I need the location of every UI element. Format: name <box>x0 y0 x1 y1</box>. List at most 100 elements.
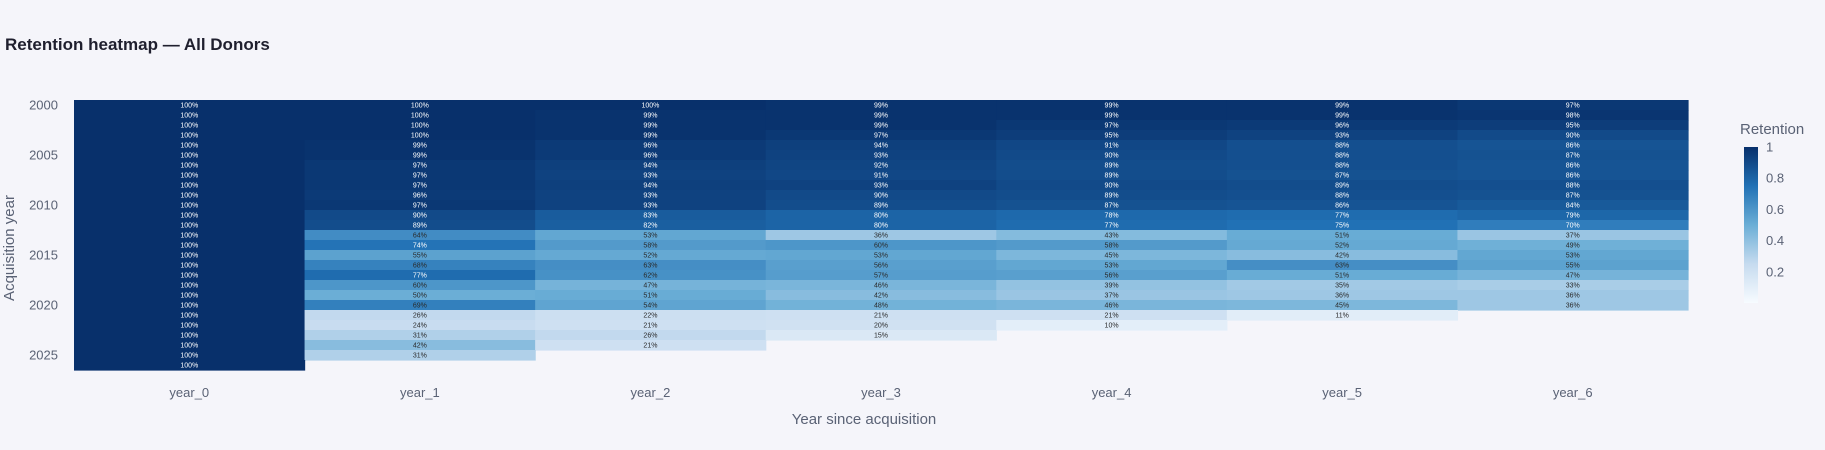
cell-label: 99% <box>643 113 657 120</box>
cell-label: 86% <box>1566 163 1580 170</box>
heatmap-cell <box>996 310 1228 321</box>
cell-label: 89% <box>1105 193 1119 200</box>
heatmap-cell <box>996 300 1228 311</box>
cell-label: 52% <box>1335 243 1349 250</box>
heatmap-cell <box>74 300 306 311</box>
heatmap-cell <box>74 230 306 241</box>
cell-label: 47% <box>643 283 657 290</box>
cell-label: 58% <box>643 243 657 250</box>
cell-label: 89% <box>1105 173 1119 180</box>
cell-label: 15% <box>874 333 888 340</box>
cell-label: 89% <box>413 223 427 230</box>
cell-label: 88% <box>1566 183 1580 190</box>
heatmap-cell <box>535 280 767 291</box>
heatmap-cell <box>535 180 767 191</box>
heatmap-cell <box>304 230 536 241</box>
heatmap-cell <box>1457 240 1689 251</box>
cell-label: 100% <box>411 113 429 120</box>
heatmap-cell <box>1457 120 1689 131</box>
heatmap-cell <box>1226 110 1459 121</box>
heatmap-cell <box>74 190 306 201</box>
x-axis-title: Year since acquisition <box>792 411 937 428</box>
heatmap-cell <box>1457 230 1689 241</box>
heatmap-cell <box>74 140 306 151</box>
heatmap-cell <box>765 250 997 261</box>
cell-label: 49% <box>1566 243 1580 250</box>
heatmap-cell <box>535 250 767 261</box>
heatmap-cell <box>765 320 997 331</box>
heatmap-cell <box>304 150 536 161</box>
heatmap-cell <box>1457 160 1689 171</box>
heatmap-cell <box>535 110 767 121</box>
cell-label: 96% <box>413 193 427 200</box>
heatmap-cell <box>1226 220 1459 231</box>
colorbar-tick-label: 0.4 <box>1766 233 1784 248</box>
cell-label: 69% <box>413 303 427 310</box>
cell-label: 46% <box>874 283 888 290</box>
cell-label: 62% <box>643 273 657 280</box>
heatmap-cell <box>1457 220 1689 231</box>
cell-label: 74% <box>413 243 427 250</box>
heatmap-cell <box>996 100 1228 111</box>
cell-label: 42% <box>1335 253 1349 260</box>
heatmap-cell <box>74 220 306 231</box>
cell-label: 97% <box>413 203 427 210</box>
heatmap-cell <box>74 200 306 211</box>
cell-label: 90% <box>1566 133 1580 140</box>
heatmap-cell <box>535 340 767 351</box>
heatmap-cell <box>1226 200 1459 211</box>
heatmap-cell <box>1226 160 1459 171</box>
heatmap-cell <box>996 250 1228 261</box>
cell-label: 96% <box>1335 123 1349 130</box>
cell-label: 89% <box>1335 183 1349 190</box>
cell-label: 99% <box>1105 103 1119 110</box>
cell-label: 99% <box>1335 103 1349 110</box>
cell-label: 87% <box>1566 153 1580 160</box>
cell-label: 56% <box>874 263 888 270</box>
heatmap-cell <box>304 250 536 261</box>
cell-label: 46% <box>1105 303 1119 310</box>
heatmap-cell <box>1226 180 1459 191</box>
cell-label: 100% <box>180 323 198 330</box>
heatmap-cell <box>304 240 536 251</box>
heatmap-cell <box>304 280 536 291</box>
cell-label: 70% <box>1566 223 1580 230</box>
heatmap-cell <box>535 290 767 301</box>
cell-label: 87% <box>1105 203 1119 210</box>
cell-label: 78% <box>1105 213 1119 220</box>
heatmap-cell <box>304 110 536 121</box>
heatmap-cell <box>1457 180 1689 191</box>
heatmap-cell <box>765 160 997 171</box>
cell-label: 53% <box>1105 263 1119 270</box>
heatmap-cell <box>535 150 767 161</box>
chart-title: Retention heatmap — All Donors <box>5 35 270 54</box>
heatmap-cell <box>1457 270 1689 281</box>
heatmap-cell <box>74 100 306 111</box>
cell-label: 64% <box>413 233 427 240</box>
x-tick-label: year_1 <box>400 385 440 400</box>
heatmap-cell <box>535 230 767 241</box>
heatmap-cell <box>304 300 536 311</box>
heatmap-cell <box>1226 150 1459 161</box>
cell-label: 100% <box>180 113 198 120</box>
heatmap-cell <box>1457 140 1689 151</box>
heatmap-cell <box>304 120 536 131</box>
cell-label: 100% <box>180 143 198 150</box>
cell-label: 100% <box>641 103 659 110</box>
heatmap-cell <box>535 210 767 221</box>
heatmap-cell <box>1457 100 1689 111</box>
cell-label: 95% <box>1105 133 1119 140</box>
heatmap-cell <box>996 260 1228 271</box>
heatmap-cell <box>535 300 767 311</box>
heatmap-cell <box>304 350 536 361</box>
heatmap-cell <box>304 180 536 191</box>
cell-label: 100% <box>180 333 198 340</box>
y-tick-label: 2015 <box>29 248 58 263</box>
cell-label: 100% <box>180 253 198 260</box>
heatmap-cell <box>535 320 767 331</box>
heatmap-cell <box>74 170 306 181</box>
cell-label: 93% <box>643 203 657 210</box>
heatmap-cell <box>765 200 997 211</box>
cell-label: 97% <box>1105 123 1119 130</box>
